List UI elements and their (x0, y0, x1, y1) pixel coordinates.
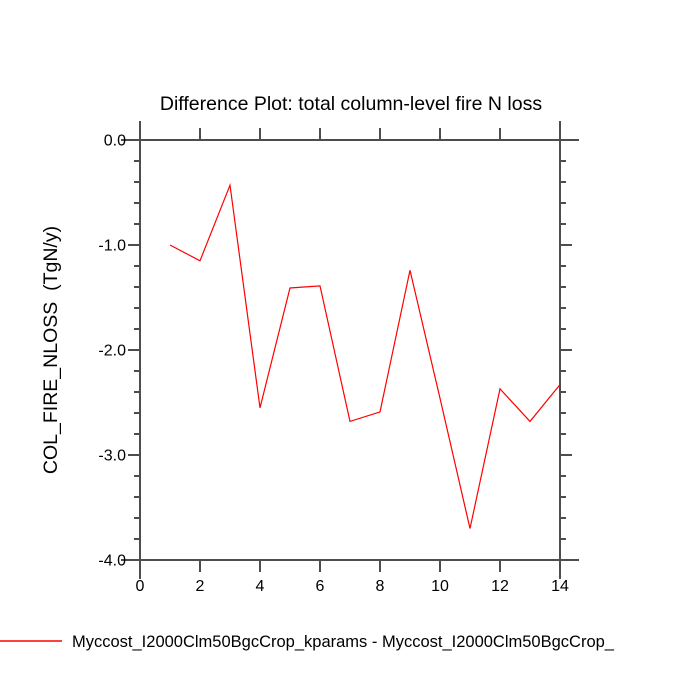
y-tick-label: -3.0 (98, 448, 126, 465)
y-tick-label: 0.0 (104, 133, 126, 150)
plot-frame-rect (139, 139, 561, 561)
x-tick-label: 14 (551, 578, 569, 595)
x-tick-label: 10 (431, 578, 449, 595)
y-tick-label: -4.0 (98, 553, 126, 570)
axis-ticks (121, 121, 579, 579)
legend: Myccost_I2000Clm50BgcCrop_kparams - Mycc… (0, 633, 615, 651)
x-tick-label: 0 (136, 578, 145, 595)
y-tick-labels: 0.0 -1.0 -2.0 -3.0 -4.0 (98, 133, 126, 570)
y-axis-title: COL_FIRE_NLOSS (TgN/y) (40, 226, 62, 474)
difference-series-line (169, 182, 561, 529)
y-tick-label: -1.0 (98, 238, 126, 255)
chart-title: Difference Plot: total column-level fire… (160, 93, 542, 115)
data-series (169, 182, 561, 529)
x-tick-labels: 0 2 4 6 8 10 12 14 (136, 578, 569, 595)
legend-label: Myccost_I2000Clm50BgcCrop_kparams - Mycc… (72, 633, 615, 651)
y-tick-label: -2.0 (98, 343, 126, 360)
x-tick-label: 2 (196, 578, 205, 595)
x-tick-label: 12 (491, 578, 509, 595)
plot-frame (139, 139, 561, 561)
x-tick-label: 4 (256, 578, 265, 595)
x-tick-label: 8 (376, 578, 385, 595)
x-tick-label: 6 (316, 578, 325, 595)
